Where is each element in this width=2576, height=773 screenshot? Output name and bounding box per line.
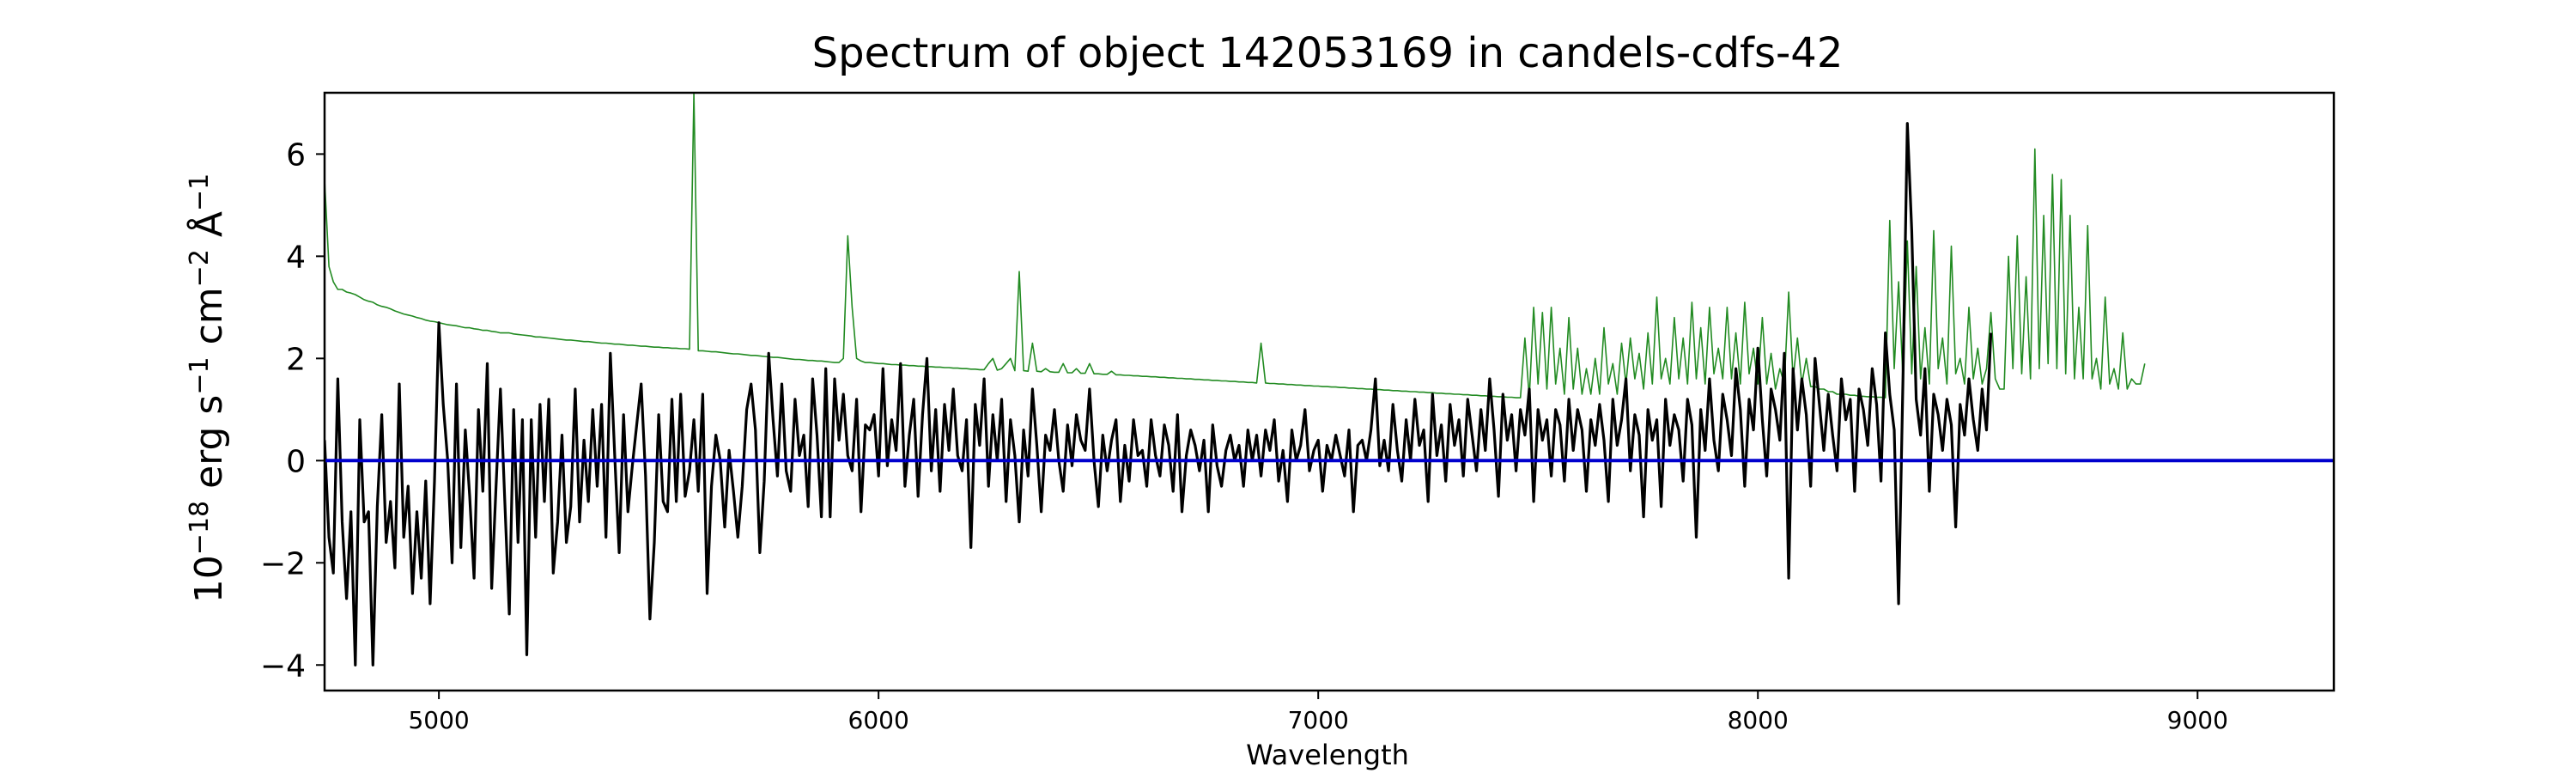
y-tick-label: 6 bbox=[286, 137, 306, 173]
x-tick-label: 9000 bbox=[2167, 706, 2228, 734]
y-tick-label: 2 bbox=[286, 342, 306, 377]
y-tick-label: −2 bbox=[260, 546, 306, 581]
plot-area: 5000 6000 7000 8000 9000 −4 −2 0 2 4 6 bbox=[260, 91, 2336, 734]
y-axis-label: 10−18 erg s−1 cm−2 Å−1 bbox=[185, 173, 231, 603]
y-axis-label-unit3: Å bbox=[185, 211, 231, 249]
x-axis-label: Wavelength bbox=[1246, 739, 1409, 771]
y-tick-label: 0 bbox=[286, 444, 306, 479]
y-axis-label-unit1: erg s bbox=[187, 395, 231, 501]
chart-title: Spectrum of object 142053169 in candels-… bbox=[812, 29, 1844, 77]
x-tick-label: 7000 bbox=[1288, 706, 1349, 734]
x-tick-label: 6000 bbox=[848, 706, 909, 734]
y-axis-label-exp4: −1 bbox=[185, 173, 215, 211]
y-axis-label-exp1: −18 bbox=[185, 501, 215, 555]
x-tick-label: 5000 bbox=[408, 706, 469, 734]
noise-series-line bbox=[325, 93, 2146, 399]
y-axis-label-base: 10 bbox=[187, 555, 231, 603]
y-tick-label: −4 bbox=[260, 648, 306, 684]
spectrum-series-line bbox=[325, 122, 1993, 666]
y-axis-label-exp2: −1 bbox=[185, 356, 215, 394]
x-tick-label: 8000 bbox=[1728, 706, 1789, 734]
series-group bbox=[325, 93, 2334, 666]
y-axis-label-exp3: −2 bbox=[185, 249, 215, 287]
plot-frame bbox=[323, 91, 2336, 692]
y-tick-label: 4 bbox=[286, 240, 306, 275]
y-axis-label-unit2: cm bbox=[187, 287, 231, 356]
